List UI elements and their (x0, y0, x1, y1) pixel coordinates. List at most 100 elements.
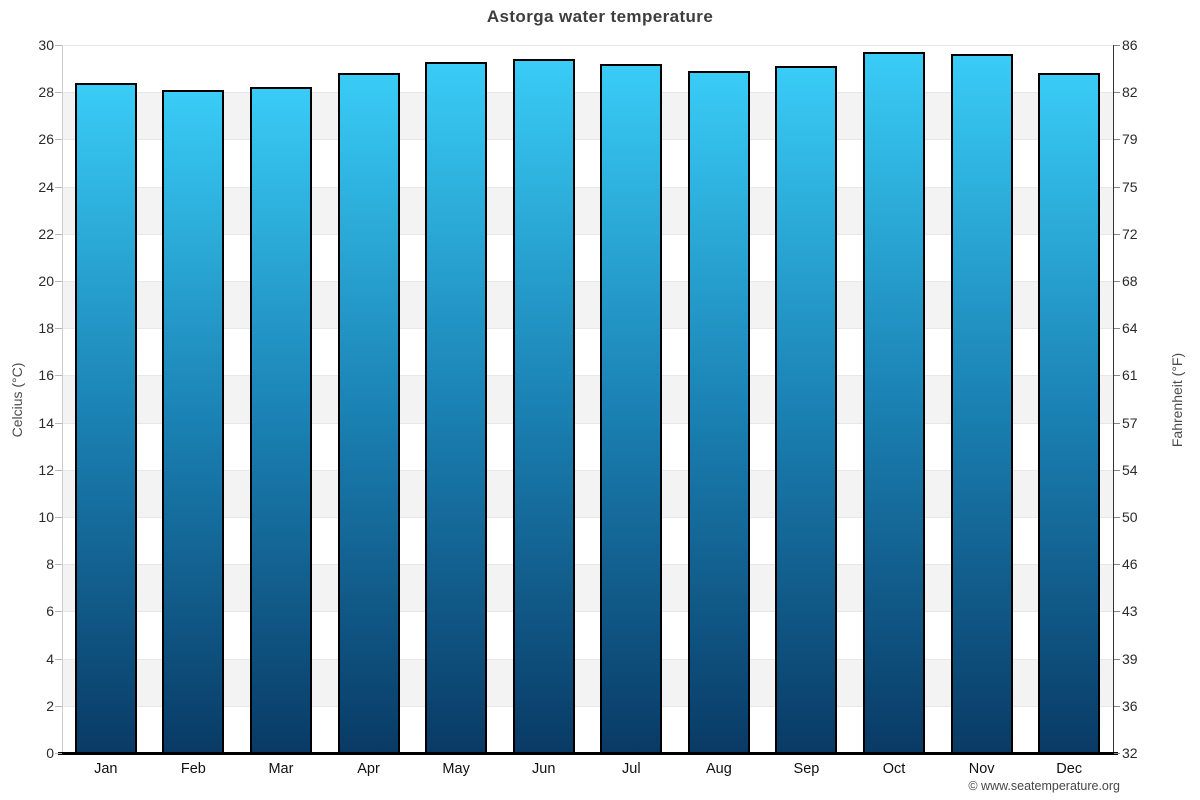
left-tick-mark (55, 375, 62, 377)
celsius-tick-label: 18 (38, 320, 54, 337)
right-tick-mark (1114, 281, 1120, 282)
y-axis-label-fahrenheit: Fahrenheit (°F) (1169, 352, 1185, 448)
fahrenheit-tick-label: 64 (1122, 320, 1138, 337)
left-tick-mark (55, 422, 62, 424)
left-tick-mark (55, 328, 62, 330)
grid-band (62, 564, 1113, 612)
temperature-bar-jan[interactable] (74, 82, 137, 753)
month-tick-label: Dec (1056, 761, 1083, 777)
bottom-axis-line (58, 752, 1118, 755)
temperature-bar-apr[interactable] (337, 73, 400, 753)
plot-area (62, 45, 1113, 753)
month-tick-label: Aug (705, 761, 732, 777)
month-tick-label: Mar (268, 761, 294, 777)
month-tick-label: Feb (180, 761, 206, 777)
temperature-bar-jul[interactable] (600, 63, 663, 753)
watermark-link[interactable]: © www.seatemperature.org (968, 779, 1120, 793)
celsius-tick-label: 22 (38, 225, 54, 242)
left-tick-mark (55, 611, 62, 613)
gridline (62, 517, 1113, 518)
left-tick-mark (55, 753, 62, 754)
left-axis-line (62, 45, 63, 753)
gridline (62, 281, 1113, 282)
gridline (62, 375, 1113, 377)
right-tick-mark (1114, 139, 1120, 141)
grid-band (62, 186, 1113, 234)
chart-title: Astorga water temperature (486, 7, 714, 26)
right-tick-mark (1114, 422, 1120, 424)
month-tick-label: Jan (94, 761, 118, 777)
celsius-tick-label: 2 (46, 697, 54, 714)
gridline (62, 45, 1113, 46)
gridline (62, 233, 1113, 235)
left-tick-mark (55, 469, 62, 471)
right-tick-mark (1114, 186, 1120, 188)
fahrenheit-tick-label: 75 (1122, 178, 1138, 195)
right-tick-mark (1114, 611, 1120, 613)
grid-band (62, 375, 1113, 423)
celsius-tick-label: 20 (38, 273, 54, 289)
left-tick-mark (55, 564, 62, 566)
right-tick-mark (1114, 469, 1120, 471)
celsius-tick-label: 6 (46, 603, 54, 620)
left-tick-mark (55, 705, 62, 707)
fahrenheit-tick-label: 32 (1122, 745, 1138, 761)
celsius-tick-label: 28 (38, 84, 54, 101)
grid-band (62, 281, 1113, 329)
temperature-bar-oct[interactable] (863, 52, 926, 753)
fahrenheit-tick-label: 54 (1122, 461, 1138, 478)
gridline (62, 186, 1113, 188)
right-axis-line (1113, 45, 1114, 753)
left-tick-mark (55, 92, 62, 94)
grid-band (62, 469, 1113, 517)
celsius-tick-label: 24 (38, 178, 54, 195)
right-tick-mark (1114, 753, 1120, 754)
grid-band (62, 92, 1113, 140)
fahrenheit-tick-label: 82 (1122, 84, 1138, 101)
month-tick-label: Apr (357, 761, 380, 777)
right-tick-mark (1114, 45, 1120, 46)
left-tick-mark (55, 281, 62, 282)
temperature-bar-jun[interactable] (512, 59, 575, 753)
temperature-bar-nov[interactable] (950, 54, 1013, 753)
celsius-tick-label: 26 (38, 131, 54, 148)
temperature-bar-dec[interactable] (1038, 73, 1101, 753)
temperature-bar-aug[interactable] (687, 70, 750, 753)
fahrenheit-tick-label: 72 (1122, 225, 1138, 242)
gridline (62, 658, 1113, 660)
month-tick-label: Jun (532, 761, 556, 777)
right-tick-mark (1114, 375, 1120, 377)
celsius-tick-label: 30 (38, 37, 54, 53)
celsius-tick-label: 0 (46, 745, 54, 761)
gridline (62, 139, 1113, 141)
left-tick-mark (55, 186, 62, 188)
gridline (62, 92, 1113, 94)
fahrenheit-tick-label: 43 (1122, 603, 1138, 620)
celsius-tick-label: 14 (38, 414, 54, 431)
gridline (62, 469, 1113, 471)
right-tick-mark (1114, 328, 1120, 330)
month-tick-label: Sep (793, 761, 820, 777)
left-tick-mark (55, 45, 62, 46)
celsius-tick-label: 4 (46, 650, 54, 667)
fahrenheit-tick-label: 36 (1122, 697, 1138, 714)
temperature-bar-mar[interactable] (249, 87, 312, 753)
right-tick-mark (1114, 658, 1120, 660)
right-tick-mark (1114, 517, 1120, 518)
right-tick-mark (1114, 233, 1120, 235)
left-tick-mark (55, 517, 62, 518)
celsius-tick-label: 12 (38, 461, 54, 478)
fahrenheit-tick-label: 61 (1122, 367, 1138, 384)
celsius-tick-label: 10 (38, 509, 54, 525)
temperature-bar-feb[interactable] (162, 89, 225, 753)
celsius-tick-label: 16 (38, 367, 54, 384)
fahrenheit-tick-label: 86 (1122, 37, 1138, 53)
gridline (62, 705, 1113, 707)
fahrenheit-tick-label: 39 (1122, 650, 1138, 667)
grid-band (62, 658, 1113, 706)
gridline (62, 422, 1113, 424)
fahrenheit-tick-label: 57 (1122, 414, 1138, 431)
temperature-bar-may[interactable] (425, 61, 488, 753)
celsius-tick-label: 8 (46, 556, 54, 573)
temperature-bar-sep[interactable] (775, 66, 838, 753)
